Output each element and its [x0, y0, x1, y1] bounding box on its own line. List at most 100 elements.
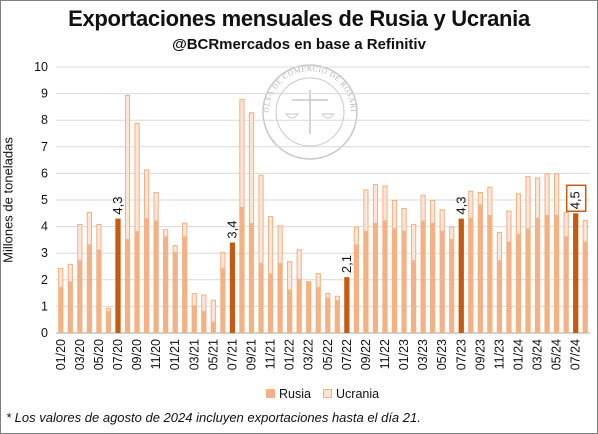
bar-rusia — [344, 277, 350, 333]
y-tick-label: 9 — [41, 87, 48, 101]
bar-rusia — [67, 282, 73, 333]
bar-ucrania — [287, 261, 293, 291]
bar-ucrania — [544, 173, 550, 216]
bar-ucrania — [430, 200, 436, 224]
bar-ucrania — [401, 207, 407, 232]
x-tick-label: 05/24 — [550, 339, 564, 370]
bar-rusia — [420, 221, 426, 333]
bar-ucrania — [563, 211, 569, 238]
y-tick-label: 0 — [41, 326, 48, 340]
bar-ucrania — [353, 226, 359, 246]
bar-ucrania — [525, 176, 531, 230]
bar-rusia — [506, 242, 512, 333]
bar-ucrania — [105, 307, 112, 312]
bar-ucrania — [248, 112, 255, 224]
y-tick-label: 2 — [41, 273, 48, 287]
bar-ucrania — [315, 273, 321, 288]
bar-ucrania — [372, 184, 379, 224]
footnote: * Los valores de agosto de 2024 incluyen… — [6, 410, 421, 425]
data-labels: 4,3 3,4 2,1 4,3 4,5 — [110, 184, 587, 273]
bar-ucrania — [86, 211, 92, 246]
bar-ucrania — [410, 223, 417, 262]
bar-rusia — [525, 229, 531, 333]
bar-ucrania — [201, 294, 207, 312]
x-tick-label: 05/20 — [92, 339, 106, 370]
bar-ucrania — [325, 293, 331, 299]
x-tick-label: 05/21 — [206, 339, 220, 370]
bar-rusia — [382, 221, 388, 333]
legend: Rusia Ucrania — [266, 387, 379, 401]
bar-rusia — [468, 218, 474, 333]
bar-ucrania — [134, 122, 140, 232]
bar-rusia — [58, 287, 64, 333]
bar-ucrania — [334, 295, 340, 302]
y-tick-label: 1 — [41, 299, 48, 313]
bar-ucrania — [382, 185, 388, 222]
bar-rusia — [153, 221, 159, 333]
bar-ucrania — [391, 200, 398, 230]
bar-rusia — [487, 215, 493, 333]
bar-ucrania — [239, 98, 245, 208]
x-tick-label: 01/24 — [511, 339, 525, 370]
bar-ucrania — [477, 192, 483, 206]
watermark-scale-pan-right — [320, 113, 336, 119]
y-tick-label: 6 — [41, 166, 48, 180]
x-tick-labels: 01/20 03/20 05/20 07/20 09/20 11/20 01/21 03/21… — [54, 339, 583, 370]
bar-ucrania — [210, 299, 216, 323]
y-tick-label: 10 — [34, 60, 48, 74]
bar-rusia — [134, 231, 140, 333]
y-tick-label: 3 — [41, 246, 48, 260]
bar-rusia — [105, 311, 112, 333]
bar-ucrania — [534, 177, 541, 219]
watermark-seal: BOLSA DE COMERCIO DE ROSARIO — [0, 0, 358, 160]
bar-rusia — [449, 239, 455, 333]
bar-rusia — [210, 322, 216, 333]
bar-rusia — [172, 253, 178, 333]
data-label: 4,3 — [110, 197, 125, 215]
bar-rusia — [124, 239, 131, 333]
data-label: 4,3 — [453, 197, 468, 215]
x-tick-label: 09/23 — [473, 339, 487, 370]
x-tick-label: 09/20 — [130, 339, 144, 370]
bar-ucrania — [58, 267, 64, 288]
bar-rusia — [582, 242, 588, 333]
x-tick-label: 11/22 — [378, 339, 392, 369]
legend-swatch-ucrania — [323, 389, 332, 398]
x-tick-label: 03/23 — [416, 339, 430, 370]
bar-rusia — [306, 282, 312, 333]
bar-rusia — [96, 250, 102, 333]
x-tick-label: 03/22 — [302, 339, 316, 370]
x-tick-label: 07/24 — [569, 339, 583, 370]
bar-ucrania — [363, 189, 369, 232]
bar-rusia — [296, 279, 302, 333]
bar-rusia — [496, 261, 503, 333]
legend-label-rusia: Rusia — [279, 387, 311, 401]
x-tick-label: 01/22 — [283, 339, 297, 370]
data-label: 4,5 — [568, 191, 583, 209]
bar-ucrania — [582, 219, 588, 243]
bar-rusia — [391, 229, 398, 333]
bar-ucrania — [554, 173, 560, 216]
bar-rusia — [353, 245, 359, 333]
bar-ucrania — [420, 194, 426, 222]
y-tick-labels: 0 1 2 3 4 5 6 7 8 9 10 — [34, 60, 48, 340]
bar-rusia — [163, 237, 169, 333]
bar-ucrania — [277, 225, 283, 264]
bar-ucrania — [143, 169, 150, 219]
legend-label-ucrania: Ucrania — [336, 387, 379, 401]
bar-rusia — [410, 261, 417, 333]
bar-rusia — [544, 215, 550, 333]
bar-rusia — [458, 218, 464, 333]
watermark-scale-pan-left — [284, 113, 300, 119]
watermark-text: BOLSA DE COMERCIO DE ROSARIO — [0, 0, 358, 113]
x-tick-label: 03/21 — [187, 339, 201, 370]
bar-ucrania — [77, 223, 83, 262]
x-tick-label: 07/23 — [454, 339, 468, 370]
bar-rusia — [430, 223, 436, 333]
x-tick-label: 03/20 — [73, 339, 87, 370]
bar-rusia — [534, 218, 541, 333]
bar-ucrania — [191, 293, 197, 307]
x-tick-label: 03/24 — [531, 339, 545, 370]
